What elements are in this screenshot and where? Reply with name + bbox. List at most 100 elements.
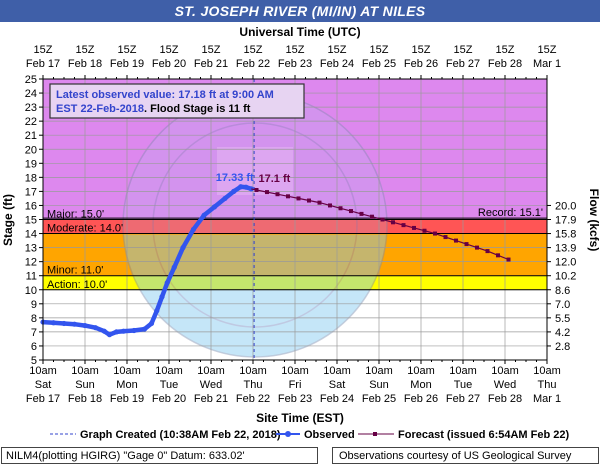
x-tick-day: Tue	[160, 379, 179, 391]
x-tick-date: Feb 22	[236, 393, 270, 405]
series-lines: 17.33 ft 17.1 ft	[40, 79, 511, 360]
forecast-point	[286, 194, 290, 199]
x-tick-day: Thu	[244, 379, 263, 391]
top-tick-date: Feb 21	[194, 58, 228, 70]
grid-lines	[43, 79, 547, 360]
flow-tick-label: 17.9	[555, 215, 576, 227]
x-tick-day: Thu	[538, 379, 557, 391]
x-tick-time: 10am	[113, 365, 141, 377]
label-action: Action: 10.0'	[47, 279, 107, 291]
x-tick-time: 10am	[491, 365, 519, 377]
forecast-point	[359, 211, 364, 216]
forecast-point	[422, 228, 427, 233]
x-tick-date: Feb 21	[194, 393, 228, 405]
forecast-point	[296, 196, 301, 201]
info-line-1: Latest observed value: 17.18 ft at 9:00 …	[56, 89, 274, 101]
observed-point	[50, 320, 57, 326]
top-tick-time: 15Z	[370, 44, 389, 56]
x-tick-time: 10am	[71, 365, 99, 377]
forecast-point	[464, 242, 469, 247]
x-tick-date: Feb 27	[446, 393, 480, 405]
forecast-point	[275, 192, 280, 197]
flow-tick-label: 15.8	[555, 229, 576, 241]
x-tick-date: Feb 24	[320, 393, 354, 405]
flow-tick-label: 12.0	[555, 257, 576, 269]
x-tick-day: Mon	[116, 379, 137, 391]
x-tick-date: Feb 28	[488, 393, 522, 405]
top-tick-time: 15Z	[244, 44, 263, 56]
observed-point	[238, 184, 244, 190]
observation-credit: Observations courtesy of US Geological S…	[332, 447, 599, 464]
x-tick-time: 10am	[323, 365, 351, 377]
top-tick-date: Feb 26	[404, 58, 438, 70]
observed-point	[159, 294, 165, 300]
top-axis-title: Universal Time (UTC)	[239, 25, 360, 39]
legend-forecast: Forecast (issued 6:54AM Feb 22)	[398, 429, 570, 441]
top-tick-date: Feb 18	[68, 58, 102, 70]
y-tick-label: 24	[25, 88, 37, 100]
x-tick-date: Feb 26	[404, 393, 438, 405]
forecast-point	[496, 253, 500, 258]
observed-point	[211, 204, 218, 210]
y-tick-label: 17	[25, 186, 37, 198]
forecast-point	[307, 198, 311, 203]
legend-observed-marker	[285, 431, 291, 437]
x-tick-day: Sat	[329, 379, 346, 391]
top-tick-date: Feb 17	[26, 58, 60, 70]
y-tick-label: 21	[25, 130, 37, 142]
x-tick-date: Feb 20	[152, 393, 186, 405]
datum-info: NILM4(plotting HGIRG) "Gage 0" Datum: 63…	[1, 447, 318, 464]
observed-point	[141, 326, 148, 332]
label-moderate: Moderate: 14.0'	[47, 223, 123, 235]
y-tick-label: 18	[25, 172, 37, 184]
y-tick-label: 11	[26, 271, 37, 283]
info-line-2: EST 22-Feb-2018. Flood Stage is 11 ft	[56, 103, 251, 115]
observed-point	[180, 245, 186, 251]
top-tick-time: 15Z	[76, 44, 95, 56]
seal-center-mark	[217, 147, 293, 195]
flow-tick-label: 2.8	[555, 341, 570, 353]
observed-point	[61, 320, 67, 327]
top-tick-time: 15Z	[160, 44, 179, 56]
x-tick-time: 10am	[533, 365, 561, 377]
top-tick-time: 15Z	[538, 44, 557, 56]
flow-tick-label: 7.0	[555, 299, 570, 311]
flow-tick-label: 10.2	[555, 271, 576, 283]
y-tick-label: 12	[25, 257, 37, 269]
x-tick-date: Mar 1	[533, 393, 561, 405]
info-flood-stage: . Flood Stage is 11 ft	[144, 103, 251, 115]
info-date: EST 22-Feb-2018	[56, 103, 144, 115]
y-tick-label: 6	[31, 341, 37, 353]
observed-point	[120, 328, 127, 334]
top-tick-date: Feb 22	[236, 58, 270, 70]
flow-tick-label: 5.5	[555, 313, 570, 325]
observed-point	[71, 321, 78, 327]
top-tick-time: 15Z	[34, 44, 53, 56]
hydrograph-chart: 5 6 7 8 9 10 11 12 13 14 15 16 17 18 19 20 21 22 23 24 25 2.8…	[1, 25, 600, 441]
top-tick-time: 15Z	[412, 44, 431, 56]
observed-point	[82, 322, 88, 329]
chart-title: ST. JOSEPH RIVER (MI/IN) AT NILES	[0, 0, 600, 22]
x-tick-date: Feb 25	[362, 393, 396, 405]
x-tick-time: 10am	[197, 365, 225, 377]
forecast-point	[475, 245, 479, 250]
forecast-point	[349, 209, 353, 214]
x-tick-time: 10am	[155, 365, 183, 377]
y-tick-label: 22	[25, 116, 37, 128]
y-tick-label: 8	[31, 313, 37, 325]
forecast-point	[254, 187, 259, 192]
plot-frame	[42, 78, 548, 361]
flow-tick-label: 13.9	[555, 243, 576, 255]
y-tick-label: 7	[31, 327, 37, 339]
y-tick-label: 9	[31, 299, 37, 311]
x-tick-time: 10am	[407, 365, 435, 377]
flood-category-labels: Major: 15.0' Moderate: 14.0' Minor: 11.0' A…	[47, 207, 543, 291]
seal-inner-ring	[152, 122, 358, 328]
legend: Graph Created (10:38AM Feb 22, 2018) Obs…	[50, 429, 570, 441]
forecast-point	[412, 225, 416, 230]
y-tick-label: 13	[25, 243, 37, 255]
x-tick-day: Sun	[75, 379, 95, 391]
x-tick-time: 10am	[281, 365, 309, 377]
flow-tick-label: 4.2	[555, 327, 570, 339]
y-tick-label: 19	[25, 158, 37, 170]
